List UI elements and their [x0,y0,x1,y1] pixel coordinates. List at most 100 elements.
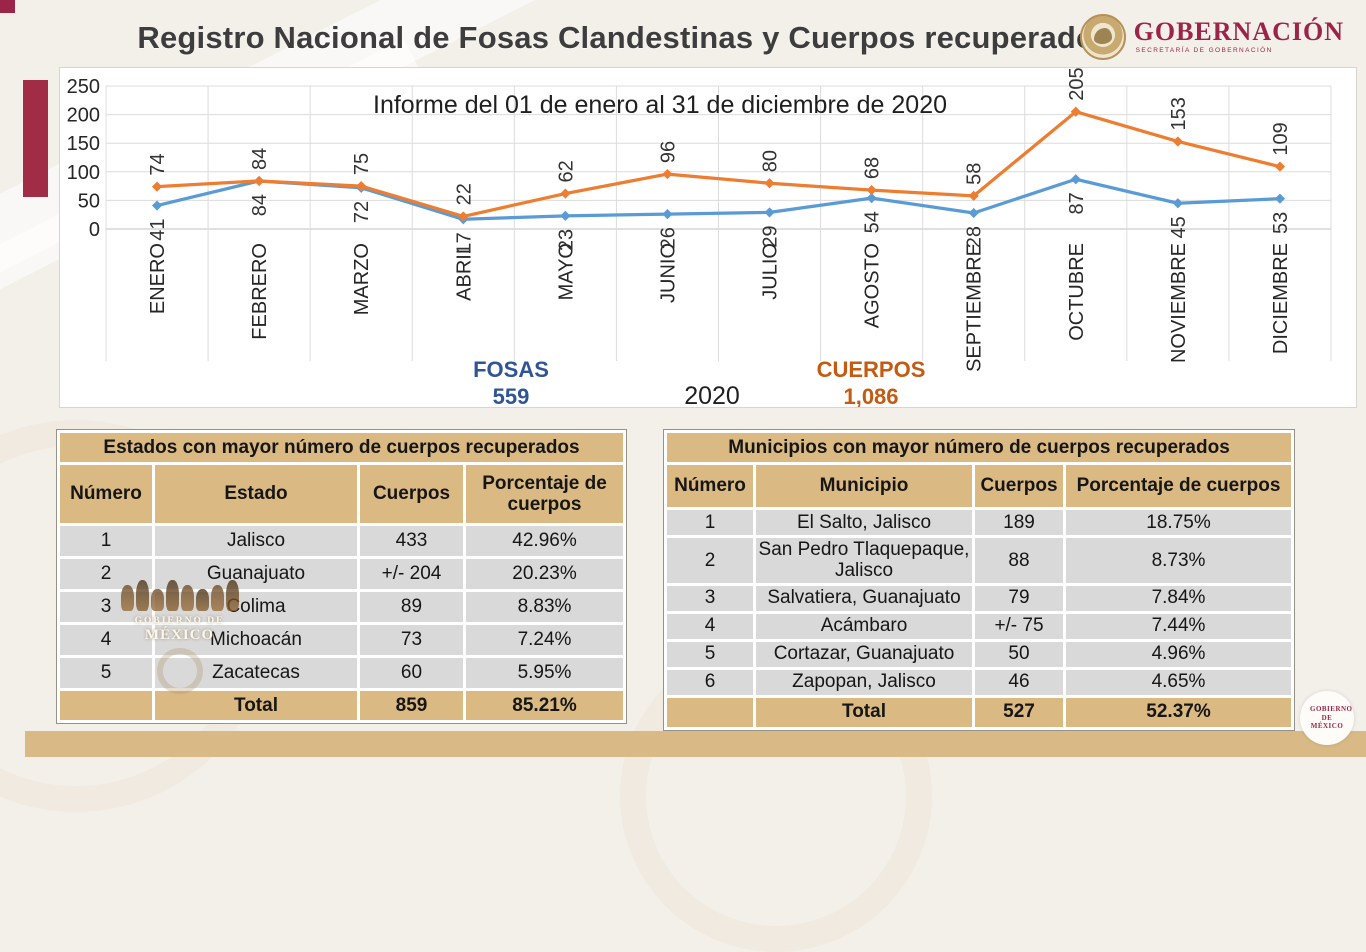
side-accent-bar [23,80,48,197]
data-point-marker [662,209,673,220]
left-table: Estados con mayor número de cuerpos recu… [55,429,628,724]
data-label: 96 [657,141,679,163]
gobierno-badge: GOBIERNO DE MÉXICO [1300,691,1354,745]
data-label: 62 [555,160,577,182]
legend-series-total: 559 [493,384,530,407]
total-cell [667,697,753,727]
table-cell: 42.96% [466,526,624,556]
table-title-row: Estados con mayor número de cuerpos recu… [60,433,624,462]
legend-series-name: CUERPOS [817,357,926,382]
corner-accent [0,0,15,13]
municipalities-table: Municipios con mayor número de cuerpos r… [662,429,1296,731]
table-cell: 50 [975,641,1063,667]
table-row: 3 Salvatiera, Guanajuato 79 7.84% [667,585,1292,611]
table-cell: +/- 75 [975,613,1063,639]
table-cell: 1 [60,526,152,556]
data-label: 74 [147,153,169,175]
chart-title: Informe del 01 de enero al 31 de diciemb… [373,91,947,119]
x-category-label: MAYO [555,243,577,300]
column-header: Estado [155,465,357,523]
table-total-row: Total 527 52.37% [667,697,1292,727]
table-row: 2 Guanajuato +/- 204 20.23% [60,559,624,589]
y-tick-label: 200 [67,105,100,127]
total-cell: Total [756,697,972,727]
gobernacion-logo: GOBERNACIÓN SECRETARÍA DE GOBERNACIÓN [1079,14,1344,60]
data-label: 29 [760,225,782,247]
table-cell: Zacatecas [155,658,357,688]
legend-series-total: 1,086 [843,384,898,407]
data-point-marker [764,178,775,189]
x-axis-title: 2020 [684,382,740,407]
data-point-marker [151,200,163,211]
data-point-marker [1274,161,1286,172]
page-title: Registro Nacional de Fosas Clandestinas … [137,20,1113,55]
data-point-marker [254,175,265,187]
data-point-marker [662,168,673,180]
data-label: 84 [249,148,271,170]
y-tick-label: 250 [67,76,100,98]
series-line-cuerpos [156,110,1281,219]
x-category-label: NOVIEMBRE [1168,243,1190,363]
footer-bar [25,731,1366,757]
data-label: 58 [964,163,986,185]
column-header: Porcentaje de cuerpos [466,465,624,523]
legend-series-name: FOSAS [473,357,549,382]
data-point-marker [458,211,469,222]
table-cell: 3 [667,585,753,611]
data-label: 28 [964,226,986,248]
column-header: Porcentaje de cuerpos [1066,465,1292,507]
table-cell: 6 [667,669,753,695]
table-cell: 5 [60,658,152,688]
y-tick-label: 150 [67,133,100,155]
table-cell: 79 [975,585,1063,611]
table-cell: 7.84% [1066,585,1292,611]
table-cell: 4.96% [1066,641,1292,667]
table-row: 5 Cortazar, Guanajuato 50 4.96% [667,641,1292,667]
data-label: 54 [862,211,884,233]
data-label: 80 [760,150,782,172]
gobernacion-wordmark: GOBERNACIÓN [1133,17,1344,47]
table-header-row: Número Municipio Cuerpos Porcentaje de cuer… [667,465,1292,507]
gobernacion-subtext: SECRETARÍA DE GOBERNACIÓN [1135,47,1273,55]
states-table: Estados con mayor número de cuerpos recu… [55,429,628,724]
table-row: 6 Zapopan, Jalisco 46 4.65% [667,669,1292,695]
data-point-marker [764,207,775,218]
x-category-label: FEBRERO [249,243,271,340]
total-cell: 527 [975,697,1063,727]
table-cell: 73 [360,625,463,655]
table-cell: 2 [60,559,152,589]
table-cell: 89 [360,592,463,622]
column-header: Cuerpos [975,465,1063,507]
x-category-label: OCTUBRE [1066,243,1088,341]
x-category-label: MARZO [351,243,373,315]
table-cell: 20.23% [466,559,624,589]
table-cell: +/- 204 [360,559,463,589]
table-cell: 5 [667,641,753,667]
line-chart: 0 50 100 150 200 250 Informe del 01 de enero a… [59,67,1357,408]
table-row: 4 Michoacán 73 7.24% [60,625,624,655]
table-cell: 433 [360,526,463,556]
table-cell: 2 [667,538,753,583]
data-label: 17 [453,232,475,254]
x-category-label: ENERO [147,243,169,314]
data-label: 87 [1066,192,1088,214]
y-tick-label: 100 [67,162,100,184]
table-cell: 88 [975,538,1063,583]
table-cell: 7.24% [466,625,624,655]
table-cell: San Pedro Tlaquepaque, Jalisco [756,538,972,583]
table-cell: 3 [60,592,152,622]
table-row: 3 Colima 89 8.83% [60,592,624,622]
data-point-marker [151,181,163,192]
gobierno-badge-text: GOBIERNO DE MÉXICO [1310,704,1353,731]
table-cell: 7.44% [1066,613,1292,639]
data-point-marker [1172,198,1183,209]
table-title: Estados con mayor número de cuerpos recu… [60,433,624,462]
y-tick-label: 50 [78,190,100,212]
column-header: Cuerpos [360,465,463,523]
table-row: 1 Jalisco 433 42.96% [60,526,624,556]
data-label: 84 [249,194,271,216]
total-cell: Total [155,691,357,720]
data-label: 23 [555,229,577,251]
x-category-label: ABRIL [453,243,475,301]
table-title-row: Municipios con mayor número de cuerpos r… [667,433,1292,462]
